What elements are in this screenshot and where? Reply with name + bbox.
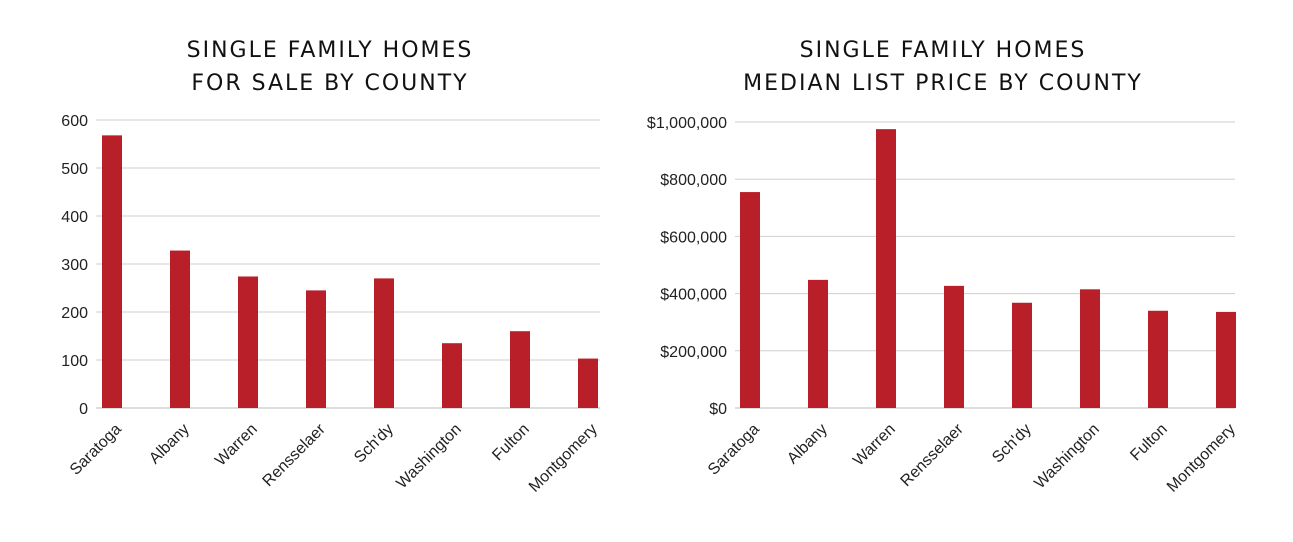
y-tick-label: 200	[61, 305, 88, 322]
y-tick-label: 0	[79, 401, 88, 418]
bar-saratoga	[102, 135, 122, 409]
y-tick-label: 500	[61, 161, 88, 178]
x-category-label: Washington	[1031, 421, 1102, 492]
x-category-label: Montgomery	[526, 421, 601, 496]
bar-warren	[876, 129, 896, 408]
x-category-label: Warren	[212, 421, 261, 470]
chart-title-line-2: MEDIAN LIST PRICE BY COUNTY	[743, 71, 1143, 96]
chart-title-line-2: FOR SALE BY COUNTY	[191, 71, 468, 96]
bar-schdy	[1012, 302, 1032, 408]
bar-washington	[1080, 289, 1100, 408]
bar-montgomery	[578, 358, 598, 408]
bar-albany	[808, 279, 828, 408]
y-tick-label: 600	[61, 113, 88, 130]
bar-fulton	[510, 331, 530, 408]
x-category-label: Montgomery	[1164, 421, 1239, 496]
homes-for-sale-chart: SINGLE FAMILY HOMES FOR SALE BY COUNTY 0 10…	[61, 38, 601, 496]
y-tick-label: $0	[709, 401, 727, 418]
x-category-label: Albany	[146, 421, 193, 468]
y-tick-label: 300	[61, 257, 88, 274]
bar-schdy	[374, 278, 394, 408]
chart-title-line-1: SINGLE FAMILY HOMES	[187, 38, 474, 63]
x-category-label: Sch'dy	[351, 421, 397, 467]
y-tick-label: $1,000,000	[647, 115, 727, 132]
x-category-label: Rensselaer	[260, 420, 330, 490]
x-category-label: Fulton	[1127, 421, 1170, 464]
bar-montgomery	[1216, 311, 1236, 408]
y-tick-label: $200,000	[660, 344, 727, 361]
bar-warren	[238, 276, 258, 408]
x-category-label: Rensselaer	[898, 420, 968, 490]
bar-rensselaer	[306, 290, 326, 408]
y-tick-label: 100	[61, 353, 88, 370]
bar-washington	[442, 343, 462, 408]
bar-fulton	[1148, 310, 1168, 408]
bar-albany	[170, 250, 190, 408]
chart-title-line-1: SINGLE FAMILY HOMES	[800, 38, 1087, 63]
y-tick-label: $400,000	[660, 287, 727, 304]
y-tick-label: $800,000	[660, 172, 727, 189]
x-category-label: Fulton	[489, 421, 532, 464]
x-category-label: Albany	[784, 421, 831, 468]
x-category-label: Warren	[850, 421, 899, 470]
bar-saratoga	[740, 192, 760, 408]
bar-rensselaer	[944, 285, 964, 408]
median-list-price-chart: SINGLE FAMILY HOMES MEDIAN LIST PRICE BY …	[647, 38, 1239, 496]
y-tick-label: 400	[61, 209, 88, 226]
x-category-label: Sch'dy	[989, 421, 1035, 467]
y-tick-label: $600,000	[660, 229, 727, 246]
x-category-label: Washington	[393, 421, 464, 492]
x-category-label: Saratoga	[705, 421, 763, 479]
x-category-label: Saratoga	[67, 421, 125, 479]
